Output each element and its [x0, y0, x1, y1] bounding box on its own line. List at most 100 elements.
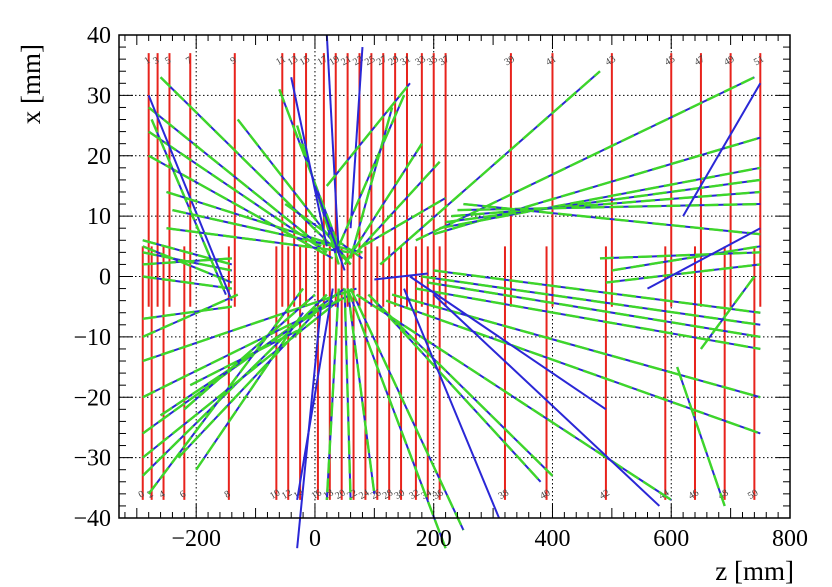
- reco-track: [343, 143, 423, 266]
- reco-track: [150, 119, 227, 296]
- plane-label: 16: [310, 487, 324, 502]
- reco-track: [142, 293, 239, 338]
- plane-label: 28: [381, 487, 395, 502]
- plane-label: 22: [345, 487, 359, 502]
- y-tick-label: −30: [73, 446, 111, 472]
- reco-track: [349, 107, 394, 259]
- plane-label: 42: [598, 487, 612, 502]
- plane-label: 3: [151, 55, 161, 67]
- true-track: [409, 275, 607, 411]
- reco-track: [361, 196, 447, 248]
- reco-track: [346, 288, 447, 549]
- plane-label: 26: [369, 487, 383, 502]
- reco-track: [142, 257, 232, 266]
- plane-label: 5: [163, 55, 173, 67]
- reco-track: [445, 178, 761, 224]
- x-tick-label: 800: [772, 526, 808, 552]
- plane-label: 35: [425, 54, 439, 69]
- reco-track: [599, 251, 761, 260]
- reco-track: [367, 293, 554, 477]
- plane-label: 38: [497, 487, 511, 502]
- plane-label: 4: [157, 489, 167, 501]
- reco-track: [325, 288, 340, 500]
- reco-track: [391, 293, 761, 399]
- reco-track: [148, 154, 334, 260]
- plane-label: 10: [268, 487, 282, 502]
- plane-label: 1: [143, 55, 153, 67]
- plane-label: 17: [316, 54, 330, 69]
- tracks: [141, 34, 762, 549]
- plane-label: 43: [604, 54, 618, 69]
- x-tick-label: 200: [416, 526, 452, 552]
- true-track: [433, 293, 661, 507]
- reco-track: [451, 190, 761, 218]
- reco-track: [463, 202, 761, 236]
- plane-label: 21: [339, 54, 353, 69]
- plane-label: 41: [544, 54, 558, 69]
- y-tick-label: 0: [99, 265, 111, 291]
- x-tick-label: 600: [653, 526, 689, 552]
- true-track: [296, 288, 334, 501]
- reco-track: [325, 82, 411, 187]
- plane-label: 49: [722, 54, 736, 69]
- plane-label: 13: [286, 54, 300, 69]
- reco-track: [189, 329, 298, 387]
- plane-label: 30: [393, 487, 407, 502]
- y-tick-label: −20: [73, 385, 111, 411]
- true-track: [325, 34, 340, 253]
- reco-track: [433, 269, 761, 314]
- true-track: [403, 288, 500, 519]
- reco-track: [142, 305, 232, 320]
- reco-track: [385, 299, 761, 435]
- reco-track: [159, 299, 334, 417]
- reco-track: [676, 366, 726, 507]
- y-tick-label: −40: [73, 506, 111, 532]
- plane-label: 8: [223, 489, 233, 501]
- plane-label: 46: [687, 487, 701, 502]
- plane-label: 40: [538, 487, 552, 502]
- plane-label: 51: [752, 54, 766, 69]
- reco-track: [183, 293, 316, 411]
- reco-track: [142, 245, 233, 284]
- true-track: [290, 77, 328, 247]
- plane-label: 47: [693, 54, 707, 69]
- plane-label: 29: [387, 54, 401, 69]
- reco-track: [172, 208, 363, 254]
- true-track: [349, 47, 364, 229]
- x-tick-label: −200: [171, 526, 221, 552]
- reco-track: [195, 312, 305, 471]
- x-axis-label: z [mm]: [715, 556, 794, 586]
- reco-track: [337, 94, 406, 247]
- reco-track: [439, 166, 761, 230]
- reco-track: [611, 245, 761, 272]
- plane-label: 36: [431, 487, 445, 502]
- reco-track: [166, 227, 351, 254]
- reco-track: [159, 76, 352, 266]
- y-tick-label: 40: [87, 23, 111, 49]
- plane-label: 27: [375, 54, 389, 69]
- reco-track-underlay: [142, 287, 357, 362]
- plane-label: 20: [333, 487, 347, 502]
- y-tick-label: −10: [73, 325, 111, 351]
- reco-track: [373, 299, 542, 483]
- plane-label: 6: [178, 489, 188, 501]
- x-tick-label: 0: [309, 526, 321, 552]
- true-track: [296, 306, 322, 549]
- true-track: [647, 227, 761, 290]
- reco-track-underlay: [427, 281, 761, 338]
- true-track: [682, 82, 762, 217]
- plane-label: 11: [274, 54, 288, 68]
- plane-label: 12: [280, 487, 294, 502]
- y-tick-label: 20: [87, 144, 111, 170]
- plane-label: 24: [357, 487, 371, 502]
- plane-label: 15: [298, 54, 312, 69]
- reco-track: [355, 293, 672, 501]
- reco-track: [166, 190, 340, 248]
- plane-label: 31: [399, 54, 413, 69]
- plane-label: 32: [408, 487, 422, 502]
- reco-track: [147, 287, 305, 495]
- reco-track: [346, 288, 376, 495]
- reco-track: [295, 125, 340, 265]
